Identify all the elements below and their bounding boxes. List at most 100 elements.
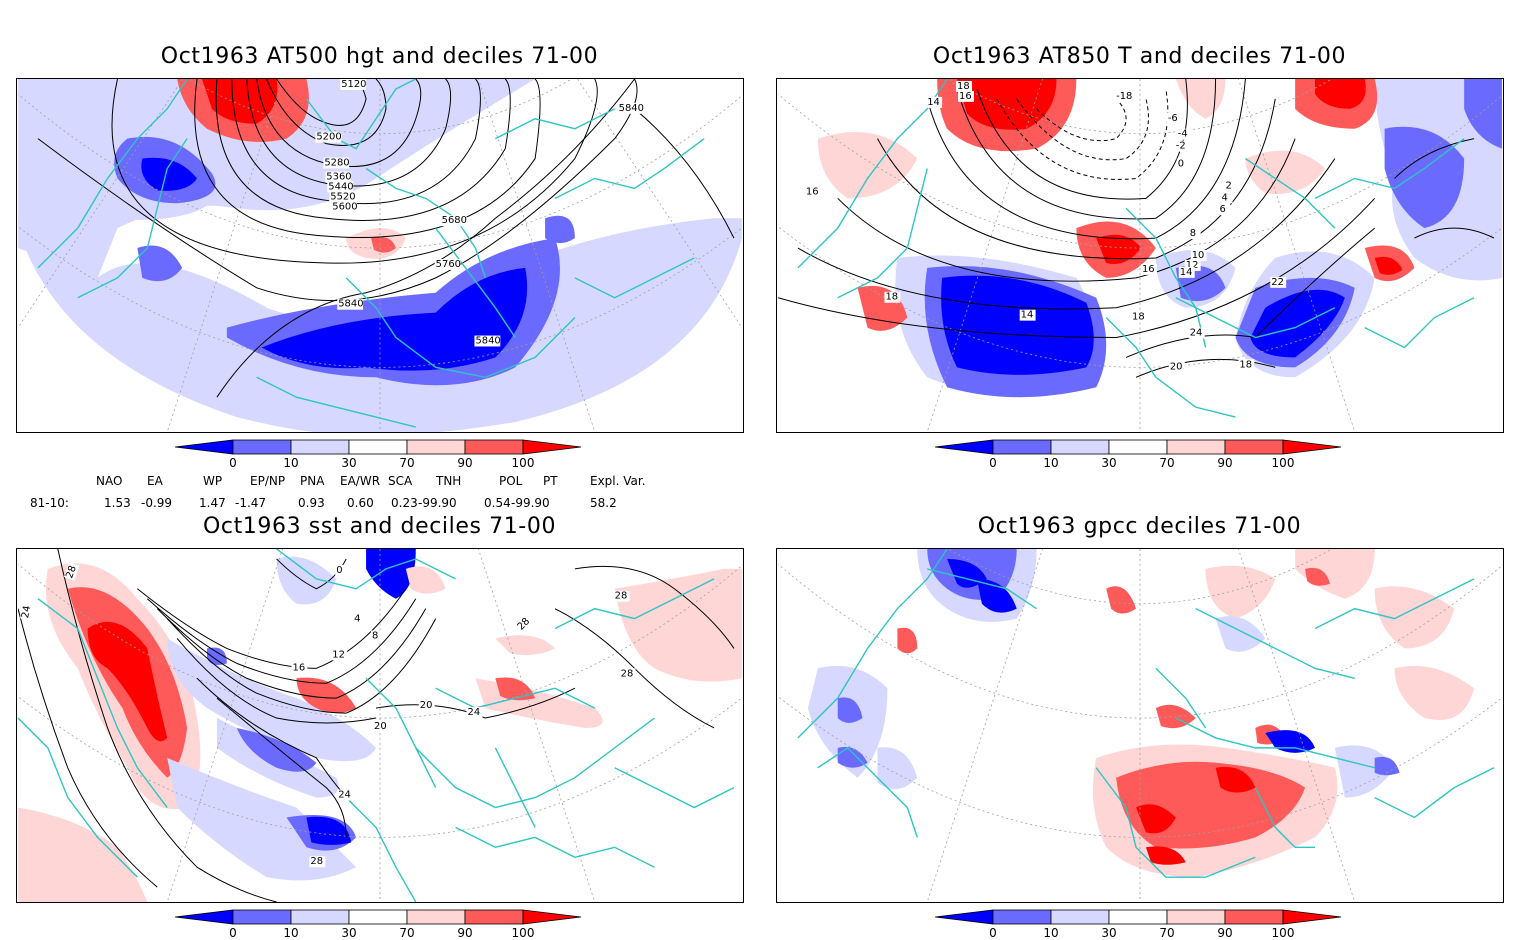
indices-header: EA/WR bbox=[340, 474, 381, 488]
indices-value: -99.90 bbox=[418, 496, 457, 510]
colorbar-swatch bbox=[935, 439, 994, 455]
panel-title-hgt: Oct1963 AT500 hgt and deciles 71-00 bbox=[160, 44, 599, 69]
sst-contour-label: 4 bbox=[354, 614, 360, 625]
colorbar-swatch bbox=[348, 909, 408, 925]
sst-contour-label: 28 bbox=[310, 856, 323, 867]
colorbar-tick-label: 90 bbox=[457, 456, 472, 470]
colorbar-swatch bbox=[1282, 909, 1342, 925]
hgt-contour-label: 5840 bbox=[619, 103, 644, 114]
map-panel-t850: 18 16 14 -18 -6 -4 -2 0 2 4 6 8 10 12 14… bbox=[776, 78, 1504, 433]
hgt-contour-label: 5360 bbox=[326, 171, 351, 182]
t850-contour-label: 20 bbox=[1170, 361, 1183, 372]
colorbar-tick-label: 10 bbox=[283, 926, 298, 940]
hgt-contour-label: 5840 bbox=[338, 299, 363, 310]
colorbar-swatch bbox=[348, 439, 408, 455]
colorbar-swatch bbox=[1108, 909, 1168, 925]
colorbar-swatch bbox=[290, 909, 350, 925]
t850-contour-label: -18 bbox=[1116, 91, 1132, 102]
indices-header: Expl. Var. bbox=[590, 474, 646, 488]
colorbar-tick-label: 70 bbox=[399, 456, 414, 470]
map-panel-sst: 24 28 28 28 0 4 8 12 16 20 20 24 28 24 2… bbox=[16, 548, 744, 903]
indices-value: -99.90 bbox=[511, 496, 550, 510]
colorbar-swatch bbox=[406, 439, 466, 455]
indices-value: 0.23 bbox=[391, 496, 418, 510]
colorbar-tick-label: 30 bbox=[341, 926, 356, 940]
colorbar-tick-label: 30 bbox=[341, 456, 356, 470]
sst-contour-label: 0 bbox=[336, 565, 342, 576]
colorbar-swatch bbox=[1166, 909, 1226, 925]
sst-contour-label: 12 bbox=[332, 649, 345, 660]
sst-contour-label: 20 bbox=[374, 721, 387, 732]
indices-value: 1.53 bbox=[104, 496, 131, 510]
colorbar-swatch bbox=[935, 909, 994, 925]
colorbar-tick-label: 70 bbox=[399, 926, 414, 940]
hgt-contour-label: 5120 bbox=[341, 79, 366, 90]
t850-contour-label: -4 bbox=[1178, 129, 1188, 140]
hgt-contour-label: 5680 bbox=[442, 215, 467, 226]
t850-contour-label: 18 bbox=[1239, 359, 1252, 370]
colorbar-tick-label: 30 bbox=[1101, 926, 1116, 940]
colorbar-swatch bbox=[992, 439, 1052, 455]
colorbar-swatch bbox=[1166, 439, 1226, 455]
hgt-contour-label: 5280 bbox=[324, 158, 349, 169]
map-gpcc bbox=[778, 549, 1502, 902]
colorbar-swatch bbox=[290, 439, 350, 455]
colorbar-tick-label: 100 bbox=[1272, 456, 1295, 470]
colorbar-tick-label: 90 bbox=[1217, 926, 1232, 940]
sst-contour-label: 24 bbox=[338, 790, 351, 801]
map-sst: 24 28 28 28 0 4 8 12 16 20 20 24 28 24 2… bbox=[18, 549, 742, 902]
t850-contour-label: 16 bbox=[1142, 264, 1155, 275]
t850-contour-label: 22 bbox=[1271, 277, 1284, 288]
colorbar-tick-label: 30 bbox=[1101, 456, 1116, 470]
colorbar-bottom-right: 0 10 30 70 90 100 bbox=[935, 909, 1342, 940]
indices-header: EP/NP bbox=[250, 474, 286, 488]
hgt-contour-label: 5760 bbox=[436, 259, 461, 270]
indices-header: SCA bbox=[388, 474, 413, 488]
colorbar-swatch bbox=[1224, 909, 1284, 925]
t850-contour-label: 2 bbox=[1226, 180, 1232, 191]
t850-contour-label: 8 bbox=[1190, 228, 1196, 239]
colorbar-swatch bbox=[1108, 439, 1168, 455]
colorbar-bottom-left: 0 10 30 70 90 100 bbox=[175, 909, 582, 940]
sst-contour-label: 28 bbox=[64, 564, 79, 580]
map-panel-hgt: 5120 5200 5280 5360 5440 5520 5600 5680 … bbox=[16, 78, 744, 433]
colorbar-swatch bbox=[522, 909, 582, 925]
map-hgt: 5120 5200 5280 5360 5440 5520 5600 5680 … bbox=[18, 79, 742, 432]
colorbar-swatch bbox=[522, 439, 582, 455]
colorbar-tick-label: 0 bbox=[229, 456, 237, 470]
sst-contour-labels: 24 28 28 28 0 4 8 12 16 20 20 24 28 24 2… bbox=[19, 562, 636, 867]
colorbar-tick-label: 100 bbox=[1272, 926, 1295, 940]
sst-contour-label: 28 bbox=[615, 591, 628, 602]
colorbar-tick-label: 10 bbox=[283, 456, 298, 470]
indices-header: NAO bbox=[96, 474, 123, 488]
colorbar-swatch bbox=[992, 909, 1052, 925]
indices-header: EA bbox=[147, 474, 163, 488]
colorbar-swatch bbox=[406, 909, 466, 925]
colorbar-tick-label: 70 bbox=[1159, 456, 1174, 470]
t850-contour-label: 16 bbox=[959, 91, 972, 102]
t850-contour-label: 4 bbox=[1222, 192, 1228, 203]
map-t850: 18 16 14 -18 -6 -4 -2 0 2 4 6 8 10 12 14… bbox=[778, 79, 1502, 432]
hgt-contour-label: 5600 bbox=[332, 201, 357, 212]
colorbar-swatch bbox=[232, 909, 292, 925]
colorbar-tick-label: 0 bbox=[989, 456, 997, 470]
sst-contour-label: 24 bbox=[468, 707, 481, 718]
t850-contour-label: 16 bbox=[806, 186, 819, 197]
hgt-contour-label: 5200 bbox=[316, 132, 341, 143]
indices-header: PNA bbox=[300, 474, 325, 488]
colorbar-tick-label: 70 bbox=[1159, 926, 1174, 940]
indices-header: PT bbox=[543, 474, 558, 488]
t850-contour-label: 6 bbox=[1220, 204, 1226, 215]
colorbar-top-left: 0 10 30 70 90 100 bbox=[175, 439, 582, 470]
colorbar-tick-label: 90 bbox=[1217, 456, 1232, 470]
indices-value: 1.47 bbox=[199, 496, 226, 510]
t850-contour-label: 18 bbox=[885, 292, 898, 303]
hgt-contour-label: 5440 bbox=[328, 181, 353, 192]
colorbar-swatch bbox=[175, 439, 234, 455]
indices-header: TNH bbox=[436, 474, 462, 488]
colorbar-tick-label: 100 bbox=[512, 926, 535, 940]
t850-contour-label: 12 bbox=[1186, 260, 1199, 271]
panel-title-sst: Oct1963 sst and deciles 71-00 bbox=[202, 514, 557, 539]
map-panel-gpcc bbox=[776, 548, 1504, 903]
sst-contour-label: 20 bbox=[420, 700, 433, 711]
